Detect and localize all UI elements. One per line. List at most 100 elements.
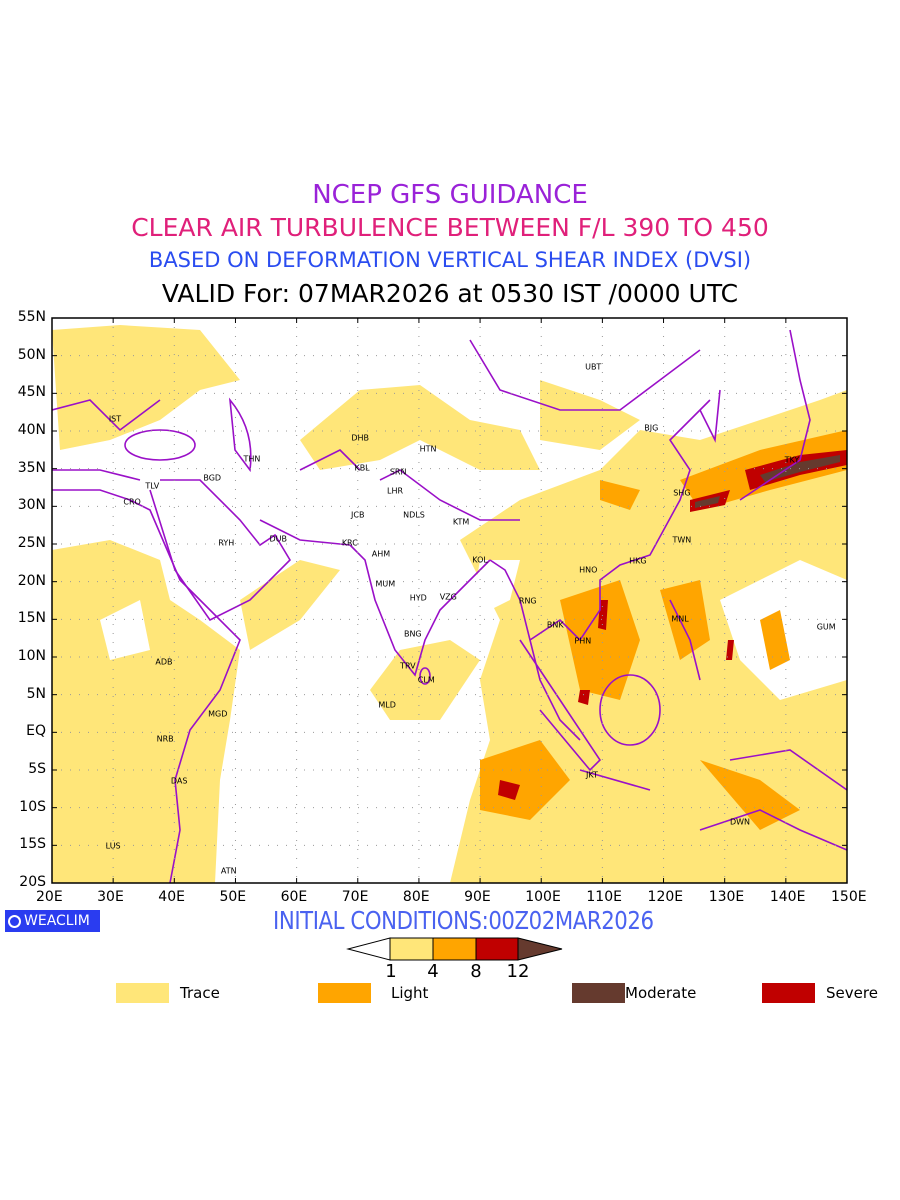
legend-swatch-light <box>318 983 371 1003</box>
lat-tick-label: 15S <box>19 836 46 853</box>
lat-tick-label: 30N <box>17 497 46 514</box>
city-label: MGD <box>208 709 228 718</box>
city-label: HKG <box>629 556 647 566</box>
city-label: THN <box>243 454 261 464</box>
legend-label-moderate: Moderate <box>625 984 697 1002</box>
title-valid-time: VALID For: 07MAR2026 at 0530 IST /0000 U… <box>161 279 739 308</box>
legend-label-light: Light <box>391 984 429 1002</box>
lat-tick-label: 25N <box>17 535 46 551</box>
colorbar-low-arrow <box>346 937 391 961</box>
lat-tick-label: 15N <box>17 610 46 627</box>
city-label: CLM <box>417 675 435 685</box>
weaclim-badge[interactable]: WEACLIM <box>5 910 100 932</box>
lon-tick-label: 30E <box>97 889 124 905</box>
legend-label-severe: Severe <box>826 984 878 1002</box>
colorbar-severe <box>475 937 519 961</box>
city-label: MNL <box>671 614 689 624</box>
city-label: AHM <box>371 549 391 559</box>
city-label: SHG <box>673 488 691 498</box>
city-label: DHB <box>351 433 370 443</box>
city-label: TWN <box>672 535 692 545</box>
initial-conditions: INITIAL CONDITIONS:00Z02MAR2026 <box>273 906 654 935</box>
city-label: DAS <box>170 776 188 786</box>
legend-swatch-severe <box>762 983 815 1003</box>
city-label: SRN <box>389 467 407 477</box>
city-label: LHR <box>387 486 404 496</box>
lat-tick-label: EQ <box>26 723 46 740</box>
copyright-icon <box>8 914 21 928</box>
legend-label-trace: Trace <box>180 984 220 1002</box>
legend-swatch-trace <box>116 983 169 1003</box>
lon-tick-label: 40E <box>158 889 185 905</box>
colorbar-label: 4 <box>427 961 439 982</box>
colorbar-light <box>432 937 477 961</box>
city-label: HTN <box>419 444 437 454</box>
lon-tick-label: 140E <box>769 889 806 905</box>
city-label: TLV <box>145 481 160 491</box>
legend-swatch-moderate <box>572 983 625 1003</box>
lon-tick-label: 50E <box>219 889 247 905</box>
city-label: HYD <box>409 593 427 603</box>
city-label: ADB <box>155 657 173 667</box>
title-index: BASED ON DEFORMATION VERTICAL SHEAR INDE… <box>148 248 752 272</box>
city-label: HNO <box>579 565 598 575</box>
colorbar-label: 1 <box>385 961 397 982</box>
city-label: IST <box>108 414 122 424</box>
city-label: JCB <box>351 510 365 520</box>
city-label: BNG <box>403 629 422 639</box>
lon-tick-label: 120E <box>647 889 684 905</box>
city-label: BJG <box>644 423 659 433</box>
city-label: JKT <box>586 770 598 780</box>
lon-tick-label: 80E <box>402 889 430 905</box>
city-label: DWN <box>729 817 750 827</box>
city-label: VZG <box>439 592 457 602</box>
city-label: BNK <box>546 620 564 630</box>
colorbar-trace <box>389 937 434 961</box>
city-label: TRV <box>400 661 416 671</box>
city-label: ATN <box>220 866 237 876</box>
lon-tick-label: 100E <box>525 889 561 905</box>
lat-tick-label: 45N <box>17 384 46 401</box>
lon-tick-label: 130E <box>708 889 745 905</box>
lon-tick-label: 60E <box>280 889 308 905</box>
map-frame <box>51 317 848 884</box>
city-label: KTM <box>452 517 470 527</box>
title-guidance: NCEP GFS GUIDANCE <box>312 180 588 210</box>
lon-tick-label: 150E <box>831 889 867 905</box>
lat-tick-label: 55N <box>17 309 46 325</box>
lat-tick-label: 20S <box>19 874 46 890</box>
colorbar-high-arrow <box>517 937 563 961</box>
city-label: RYH <box>218 538 235 548</box>
city-label: KOL <box>472 555 488 565</box>
lon-tick-label: 110E <box>586 889 622 905</box>
lat-tick-label: 5S <box>28 761 46 777</box>
city-label: GUM <box>816 622 836 632</box>
lat-tick-label: 40N <box>17 422 46 438</box>
badge-label: WEACLIM <box>24 913 90 929</box>
colorbar-label: 8 <box>470 961 482 982</box>
lon-tick-label: 90E <box>464 889 491 905</box>
city-label: TKY <box>784 455 800 465</box>
city-label: KBL <box>354 463 370 473</box>
lon-tick-label: 70E <box>341 889 369 905</box>
lat-tick-label: 10N <box>17 648 46 664</box>
city-label: MLD <box>378 700 396 710</box>
city-label: UBT <box>585 362 602 372</box>
city-label: NDLS <box>403 510 425 520</box>
city-label: LUS <box>105 841 121 851</box>
lat-tick-label: 35N <box>17 459 46 476</box>
city-label: PHN <box>574 636 592 646</box>
lon-tick-label: 20E <box>36 889 63 905</box>
city-label: MUM <box>375 579 396 589</box>
turbulence-field <box>52 325 847 883</box>
lat-tick-label: 10S <box>19 798 46 815</box>
colorbar-label: 12 <box>506 961 530 982</box>
city-label: CRO <box>123 497 141 507</box>
lat-tick-label: 5N <box>26 685 46 702</box>
city-label: BGD <box>203 473 222 483</box>
city-label: RNG <box>518 596 537 606</box>
city-label: DUB <box>269 534 288 544</box>
lat-tick-label: 50N <box>17 346 46 363</box>
